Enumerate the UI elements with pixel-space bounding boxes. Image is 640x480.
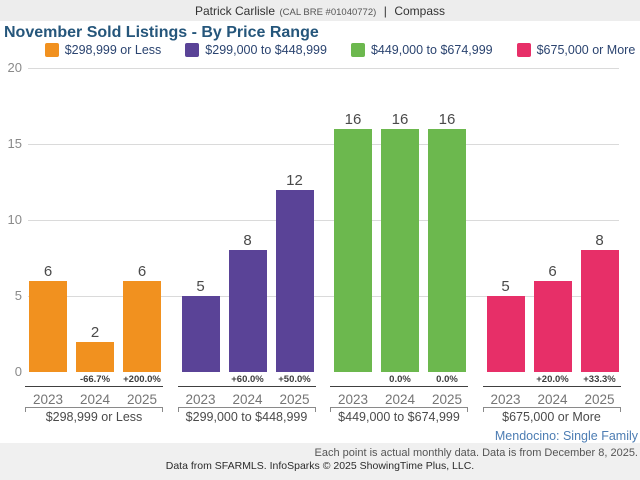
bar-2023-group2[interactable] bbox=[181, 296, 220, 372]
bar-value-label: 16 bbox=[391, 110, 409, 128]
bar-value-label: 5 bbox=[501, 278, 510, 295]
group-label: $298,999 or Less bbox=[45, 410, 143, 424]
bar-2023-group3[interactable] bbox=[334, 128, 372, 372]
bar-value-label: 16 bbox=[438, 110, 456, 128]
pct-change-label: +50.0% bbox=[278, 374, 311, 385]
legend: $298,999 or Less $299,000 to $448,999 $449… bbox=[40, 42, 640, 58]
legend-swatch-icon bbox=[185, 43, 200, 57]
market-label: Mendocino: Single Family bbox=[494, 429, 638, 443]
gridline-y15 bbox=[28, 144, 619, 145]
year-label-2024: 2024 bbox=[79, 392, 111, 407]
header-separator: | bbox=[383, 4, 387, 18]
year-label-2024: 2024 bbox=[232, 392, 263, 407]
year-label-2023: 2023 bbox=[337, 392, 369, 407]
group-bracket bbox=[482, 407, 621, 412]
year-label-2023: 2023 bbox=[32, 392, 64, 407]
year-label-2025: 2025 bbox=[584, 392, 615, 407]
attribution-text: Data from SFARMLS. InfoSparks © 2025 Sho… bbox=[165, 460, 475, 472]
group-bracket bbox=[177, 407, 316, 412]
year-label-2023: 2023 bbox=[490, 392, 521, 407]
bar-value-label: 6 bbox=[137, 262, 147, 280]
group-label: $449,000 to $674,999 bbox=[338, 410, 460, 424]
bar-value-label: 8 bbox=[243, 232, 252, 250]
group-axis-line bbox=[177, 386, 316, 387]
year-label-2025: 2025 bbox=[431, 392, 463, 407]
bar-value-label: 2 bbox=[90, 323, 100, 341]
gridline-y20 bbox=[28, 68, 619, 69]
legend-item-label: $675,000 or More bbox=[536, 42, 636, 57]
legend-item-label: $299,000 to $448,999 bbox=[205, 42, 327, 57]
gridline-y5 bbox=[28, 296, 619, 297]
footer-strip: Each point is actual monthly data. Data … bbox=[0, 443, 640, 480]
pct-change-label: +60.0% bbox=[231, 374, 264, 385]
group-axis-line bbox=[330, 386, 468, 387]
legend-item-label: $298,999 or Less bbox=[64, 42, 162, 57]
y-axis-label-20: 20 bbox=[7, 60, 22, 75]
legend-swatch-icon bbox=[516, 43, 531, 57]
gridline-y10 bbox=[28, 220, 619, 221]
legend-item-1[interactable]: $298,999 or Less bbox=[44, 42, 162, 58]
pct-change-label: 0.0% bbox=[389, 374, 411, 385]
bar-value-label: 8 bbox=[595, 232, 604, 250]
bar-value-label: 6 bbox=[43, 262, 53, 280]
y-axis-label-10: 10 bbox=[7, 212, 22, 227]
legend-swatch-icon bbox=[350, 43, 365, 57]
year-label-2024: 2024 bbox=[384, 392, 416, 407]
data-note: Each point is actual monthly data. Data … bbox=[314, 447, 638, 459]
bar-2024-group2[interactable] bbox=[228, 250, 267, 372]
bar-2025-group2[interactable] bbox=[275, 189, 314, 372]
pct-change-label: +33.3% bbox=[583, 374, 616, 385]
group-bracket bbox=[330, 407, 468, 412]
y-axis-label-0: 0 bbox=[14, 364, 22, 379]
year-label-2025: 2025 bbox=[126, 392, 158, 407]
bar-2024-group3[interactable] bbox=[381, 128, 419, 372]
agent-license: (CAL BRE #01040772) bbox=[279, 7, 377, 18]
group-axis-line bbox=[25, 386, 163, 387]
bar-2024-group1[interactable] bbox=[76, 341, 114, 372]
bar-2025-group1[interactable] bbox=[123, 280, 161, 372]
legend-item-2[interactable]: $299,000 to $448,999 bbox=[185, 43, 327, 58]
year-label-2025: 2025 bbox=[279, 392, 310, 407]
group-label: $299,000 to $448,999 bbox=[185, 410, 308, 424]
pct-change-label: -66.7% bbox=[79, 374, 111, 385]
y-axis-label-5: 5 bbox=[14, 288, 22, 303]
bar-2024-group4[interactable] bbox=[533, 280, 572, 372]
bar-2025-group4[interactable] bbox=[580, 250, 619, 372]
bar-value-label: 6 bbox=[548, 262, 557, 280]
pct-change-label: +200.0% bbox=[123, 374, 161, 385]
bar-value-label: 12 bbox=[286, 171, 303, 189]
group-axis-line bbox=[482, 386, 621, 387]
y-axis-label-15: 15 bbox=[7, 136, 22, 151]
group-label: $675,000 or More bbox=[502, 410, 601, 424]
header-bar: Patrick Carlisle (CAL BRE #01040772) | C… bbox=[0, 0, 640, 21]
bar-2025-group3[interactable] bbox=[428, 128, 466, 372]
pct-change-label: +20.0% bbox=[536, 374, 569, 385]
year-label-2023: 2023 bbox=[185, 392, 216, 407]
year-label-2024: 2024 bbox=[537, 392, 568, 407]
legend-item-3[interactable]: $449,000 to $674,999 bbox=[350, 42, 493, 58]
brand-name: Compass bbox=[394, 4, 445, 18]
legend-swatch-icon bbox=[44, 43, 59, 57]
group-bracket bbox=[25, 407, 163, 412]
bar-2023-group4[interactable] bbox=[486, 296, 525, 372]
chart-title: November Sold Listings - By Price Range bbox=[4, 24, 319, 41]
legend-item-4[interactable]: $675,000 or More bbox=[516, 42, 636, 58]
legend-item-label: $449,000 to $674,999 bbox=[370, 42, 493, 57]
agent-name: Patrick Carlisle bbox=[194, 4, 275, 18]
bar-2023-group1[interactable] bbox=[29, 280, 67, 372]
bar-value-label: 5 bbox=[196, 278, 205, 295]
pct-change-label: 0.0% bbox=[436, 374, 458, 385]
bar-value-label: 16 bbox=[344, 110, 362, 128]
